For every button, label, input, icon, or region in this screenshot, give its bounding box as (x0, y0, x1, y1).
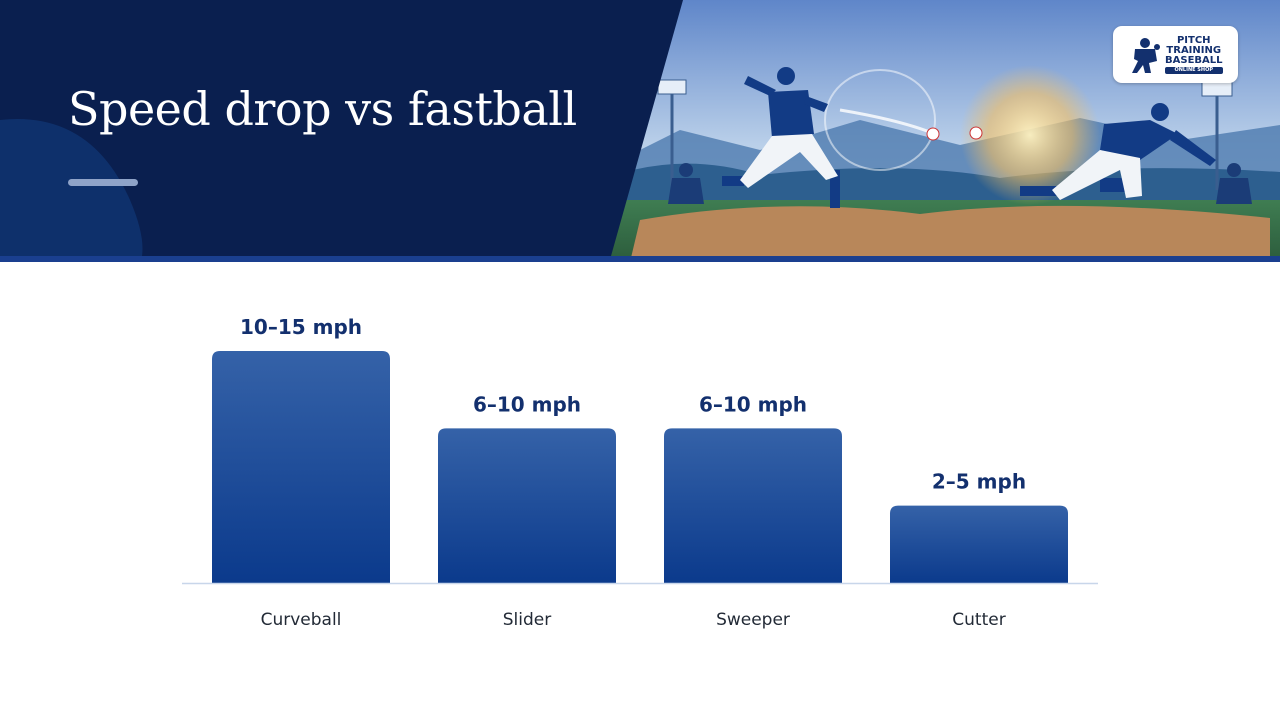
category-label-curveball: Curveball (261, 610, 342, 630)
data-label-sweeper: 6–10 mph (699, 392, 807, 416)
speed-drop-bar-chart: 10–15 mph Curveball 6–10 mph Slider 6–10 mph… (182, 315, 1098, 630)
category-label-sweeper: Sweeper (716, 610, 790, 630)
header-banner: Speed drop vs fastball PITCH TRAINING BA… (0, 0, 1280, 262)
data-label-slider: 6–10 mph (473, 392, 581, 416)
logo-wordmark: PITCH TRAINING BASEBALL ONLINE SHOP (1165, 35, 1223, 74)
title-underline-accent (68, 179, 138, 186)
bar-sweeper (664, 428, 842, 583)
page-title: Speed drop vs fastball (68, 82, 577, 136)
brand-logo[interactable]: PITCH TRAINING BASEBALL ONLINE SHOP (1113, 26, 1238, 83)
data-label-cutter: 2–5 mph (932, 470, 1026, 494)
data-label-curveball: 10–15 mph (240, 315, 362, 339)
bar-cutter (890, 505, 1068, 583)
header-divider (0, 256, 1280, 262)
bar-slider (438, 428, 616, 583)
bar-curveball (212, 351, 390, 583)
pitcher-silhouette-icon (1132, 38, 1160, 73)
category-label-slider: Slider (503, 610, 551, 630)
category-label-cutter: Cutter (952, 610, 1005, 630)
bars-group: 10–15 mph Curveball 6–10 mph Slider 6–10 mph… (212, 315, 1068, 630)
